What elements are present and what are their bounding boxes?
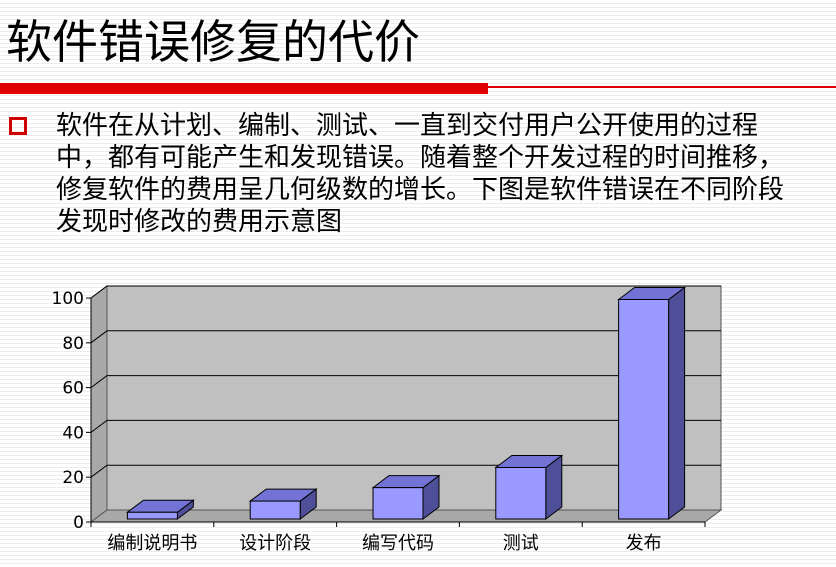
- bars: [125, 286, 687, 520]
- x-tick-label: 编写代码: [362, 533, 434, 554]
- x-axis: 编制说明书 设计阶段 编写代码 测试 发布: [90, 521, 706, 554]
- title-accent-line: [488, 86, 836, 88]
- cost-bar-chart: 0 20 40 60 80 100 编制说明书 设计阶段 编写代码 测试 发布: [52, 285, 723, 554]
- y-axis: 0 20 40 60 80 100: [52, 289, 92, 533]
- bar: [495, 466, 547, 520]
- y-tick-label: 80: [62, 334, 84, 354]
- x-tick-label: 测试: [503, 533, 539, 554]
- bar-side: [668, 286, 686, 520]
- x-tick-label: 编制说明书: [107, 533, 197, 554]
- slide-title: 软件错误修复的代价: [6, 15, 420, 69]
- gridline: [90, 285, 721, 299]
- bar: [249, 500, 301, 520]
- bullet-square-icon: [9, 117, 27, 135]
- y-tick-label: 0: [73, 513, 84, 533]
- gridline: [90, 419, 721, 433]
- bullet-text: 软件在从计划、编制、测试、一直到交付用户公开使用的过程中，都有可能产生和发现错误…: [56, 111, 785, 237]
- gridline: [90, 375, 721, 388]
- x-tick-label: 发布: [626, 533, 662, 554]
- y-tick-label: 100: [52, 289, 84, 309]
- gridline: [90, 330, 721, 344]
- plot-side-wall: [90, 285, 108, 523]
- bar: [618, 298, 670, 520]
- x-tick-label: 设计阶段: [239, 533, 311, 554]
- y-tick-label: 20: [62, 468, 84, 488]
- y-tick-label: 60: [62, 379, 84, 399]
- bar: [126, 511, 178, 520]
- title-accent-bar: [0, 83, 488, 94]
- y-tick-label: 40: [62, 423, 84, 443]
- bar: [372, 487, 424, 520]
